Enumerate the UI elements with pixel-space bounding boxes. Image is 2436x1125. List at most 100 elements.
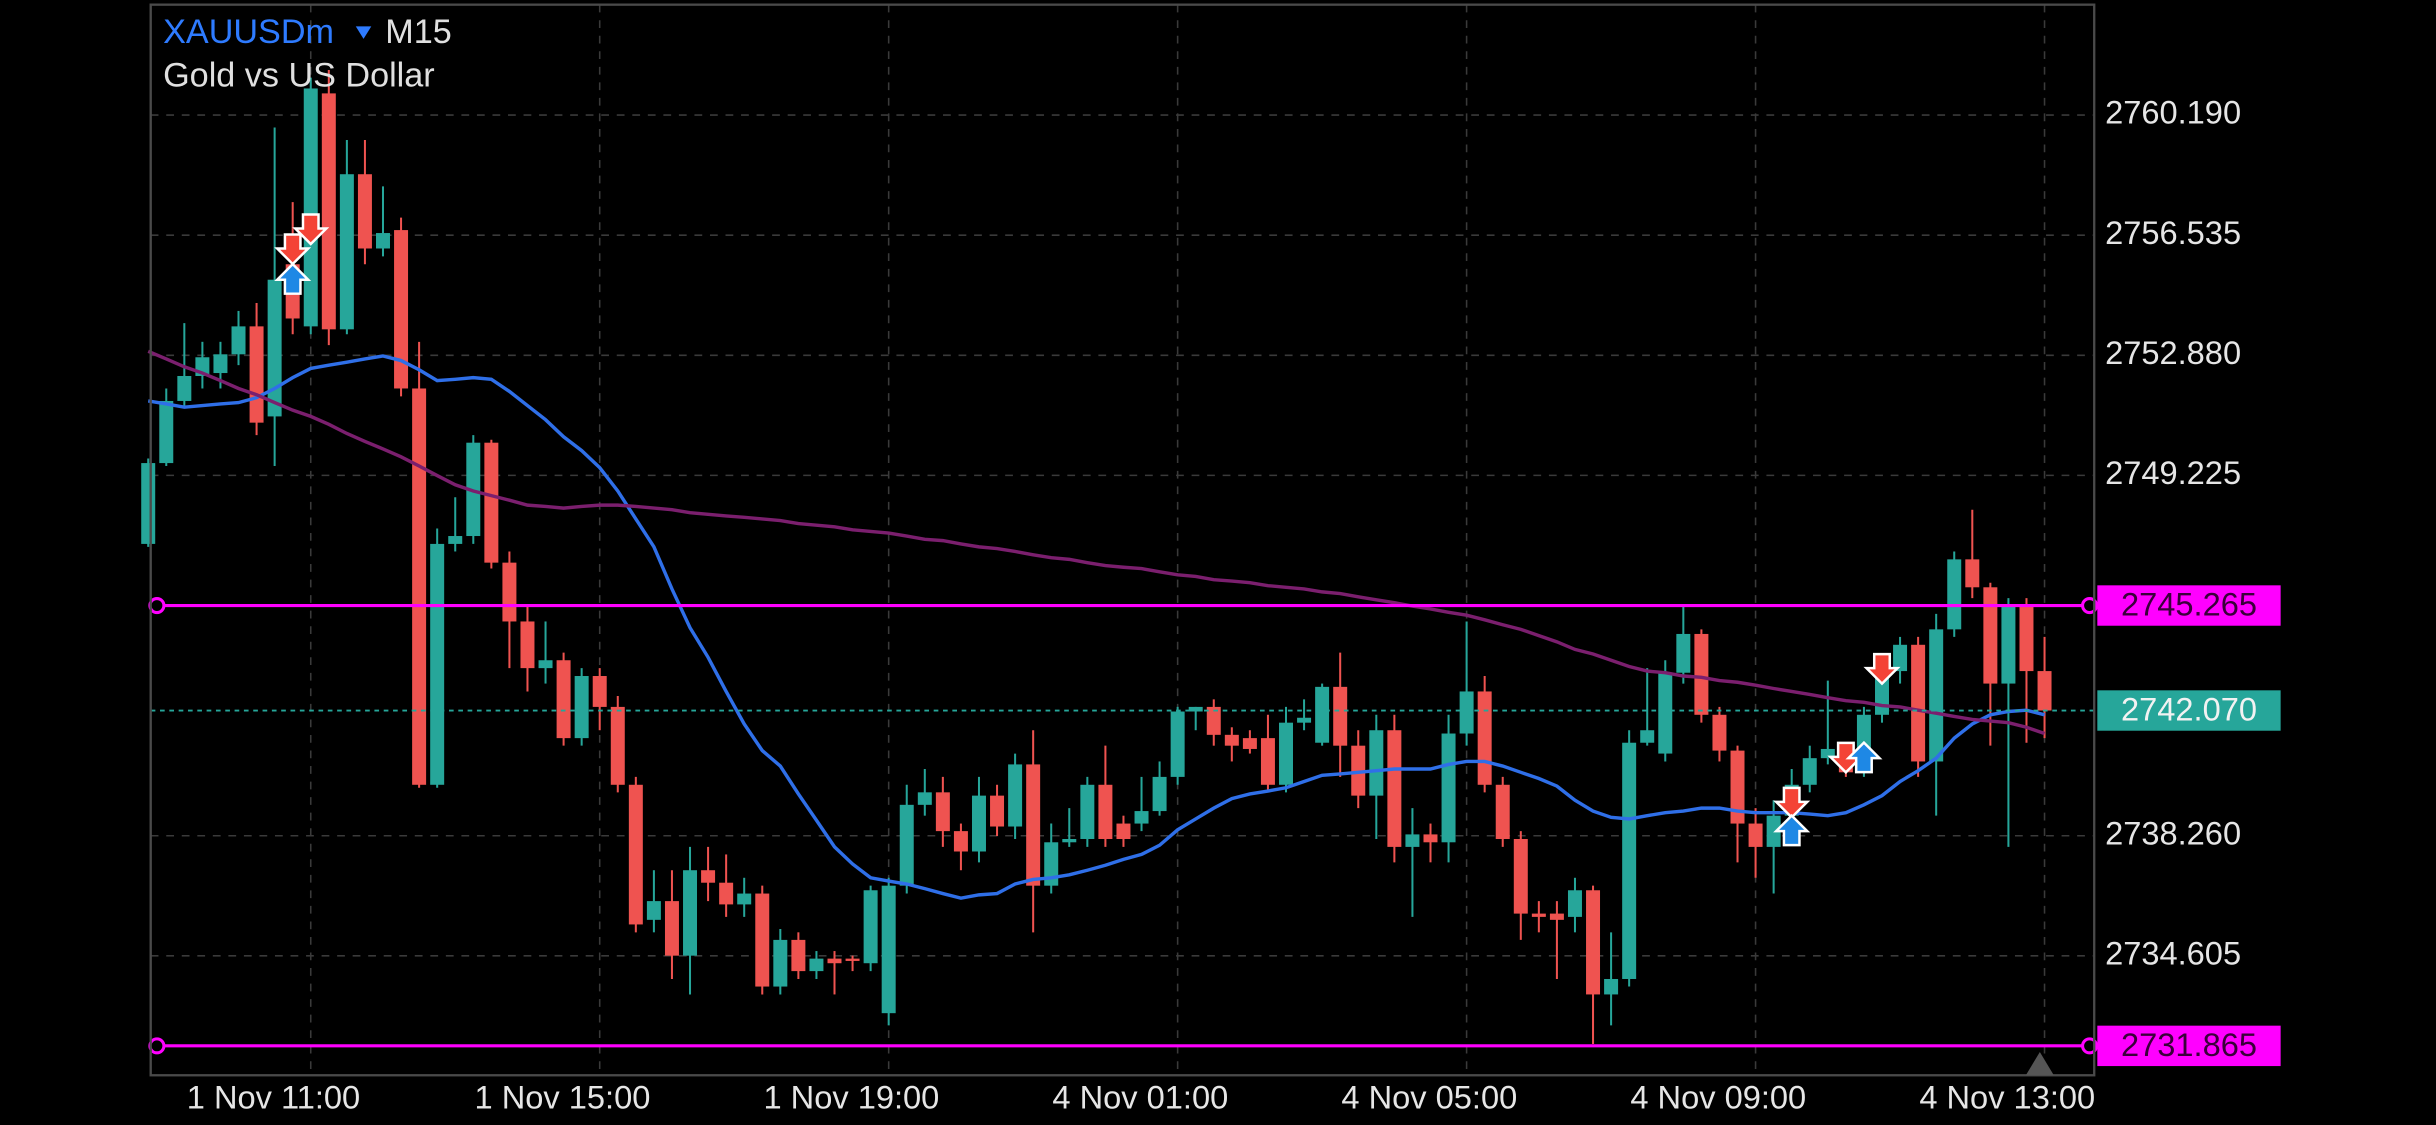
x-tick-label: 4 Nov 05:00: [1341, 1079, 1517, 1116]
candle-body: [1604, 978, 1619, 995]
level-label: 2731.865: [2121, 1026, 2257, 1063]
candle-body: [376, 233, 390, 249]
candle-body: [1820, 748, 1835, 759]
x-tick-label: 1 Nov 19:00: [763, 1079, 939, 1116]
plot-frame: [149, 3, 2096, 1077]
candle-body: [1098, 784, 1113, 840]
candle-body: [1640, 730, 1655, 743]
candle-body: [1405, 834, 1420, 847]
candle-body: [2001, 606, 2016, 684]
candle-body: [1658, 672, 1673, 754]
candle-body: [1026, 764, 1041, 886]
candle-body: [990, 795, 1005, 827]
y-tick-label: 2752.880: [2105, 334, 2241, 371]
candle-body: [1549, 913, 1564, 920]
candle-body: [574, 676, 589, 739]
candle-body: [1224, 734, 1239, 746]
candle-body: [809, 958, 824, 972]
trade-arrow: [1845, 740, 1883, 774]
candle-body: [683, 870, 698, 956]
candle-body: [1044, 842, 1059, 886]
candle-body: [881, 885, 896, 1014]
y-tick-label: 2738.260: [2105, 814, 2241, 851]
x-tick-label: 4 Nov 09:00: [1630, 1079, 1806, 1116]
symbol-dropdown-icon[interactable]: [355, 26, 372, 39]
x-tick-label: 1 Nov 15:00: [475, 1079, 651, 1116]
candle-body: [339, 174, 354, 330]
candle-body: [628, 784, 643, 925]
candle-body: [231, 326, 246, 355]
timeframe[interactable]: M15: [385, 13, 451, 51]
candle-body: [213, 354, 228, 374]
candle-body: [845, 958, 860, 961]
y-tick-label: 2756.535: [2105, 214, 2241, 251]
candle-body: [538, 660, 553, 669]
candle-body: [1495, 784, 1510, 840]
candle-body: [1694, 633, 1709, 715]
trade-arrow: [1773, 813, 1811, 847]
candle-body: [1586, 890, 1601, 995]
candle-body: [1369, 730, 1384, 796]
symbol[interactable]: XAUUSDm: [163, 13, 334, 51]
candle-body: [267, 279, 282, 417]
candle-body: [1315, 686, 1330, 743]
candle-body: [249, 326, 264, 423]
candle-body: [917, 792, 932, 805]
x-tick-label: 4 Nov 13:00: [1919, 1079, 2095, 1116]
candle-body: [321, 93, 336, 330]
candle-body: [791, 939, 806, 972]
candle-body: [1947, 559, 1962, 630]
candle-body: [1965, 559, 1980, 588]
trade-arrow: [274, 233, 312, 266]
candle-body: [1730, 750, 1745, 824]
candle-body: [1983, 587, 1998, 684]
candle-body: [755, 893, 770, 987]
candle-body: [1008, 764, 1023, 827]
candle-body: [1513, 839, 1528, 914]
chart-shift-marker[interactable]: [2025, 1051, 2054, 1076]
candle-body: [177, 375, 192, 401]
candle-body: [899, 804, 914, 886]
candle-body: [1459, 691, 1474, 734]
candle-body: [971, 795, 986, 852]
axis-labels: 2760.190 2756.535 2752.880 2749.225 2738.260…: [187, 94, 2281, 1116]
candle-body: [448, 536, 463, 544]
candle-body: [953, 831, 968, 852]
candle-body: [394, 230, 409, 389]
candle-body: [1766, 815, 1781, 847]
candle-body: [1279, 722, 1293, 785]
candle-body: [610, 706, 625, 785]
candle-body: [1441, 733, 1456, 843]
candle-body: [592, 676, 607, 707]
candle-body: [827, 958, 842, 964]
price-label-box: [2097, 690, 2281, 731]
y-tick-label: 2734.605: [2105, 934, 2241, 971]
level-label-box: [2097, 1025, 2281, 1067]
candle-body: [430, 543, 445, 785]
price-label: 2742.070: [2121, 691, 2257, 728]
level-handle[interactable]: [148, 1037, 166, 1055]
x-tick-label: 4 Nov 01:00: [1052, 1079, 1228, 1116]
candle-body: [646, 901, 661, 920]
candle-body: [701, 870, 716, 883]
candle-body: [1911, 644, 1926, 762]
x-tick-label: 1 Nov 11:00: [187, 1079, 360, 1116]
y-tick-label: 2760.190: [2105, 94, 2241, 131]
level-handle[interactable]: [148, 596, 166, 615]
trade-arrow: [1863, 652, 1901, 686]
candle-body: [1748, 823, 1763, 847]
candle-body: [664, 901, 679, 956]
y-tick-label: 2749.225: [2105, 454, 2241, 491]
trade-arrow: [292, 213, 330, 246]
candle-body: [556, 660, 571, 739]
trade-arrow: [1773, 786, 1811, 820]
candle-body: [1333, 686, 1348, 746]
candle-body: [502, 562, 517, 622]
candle-body: [520, 621, 535, 669]
candle-body: [357, 174, 372, 249]
candle-body: [1297, 717, 1312, 723]
candle-body: [2037, 671, 2052, 711]
candle-body: [1387, 730, 1402, 847]
